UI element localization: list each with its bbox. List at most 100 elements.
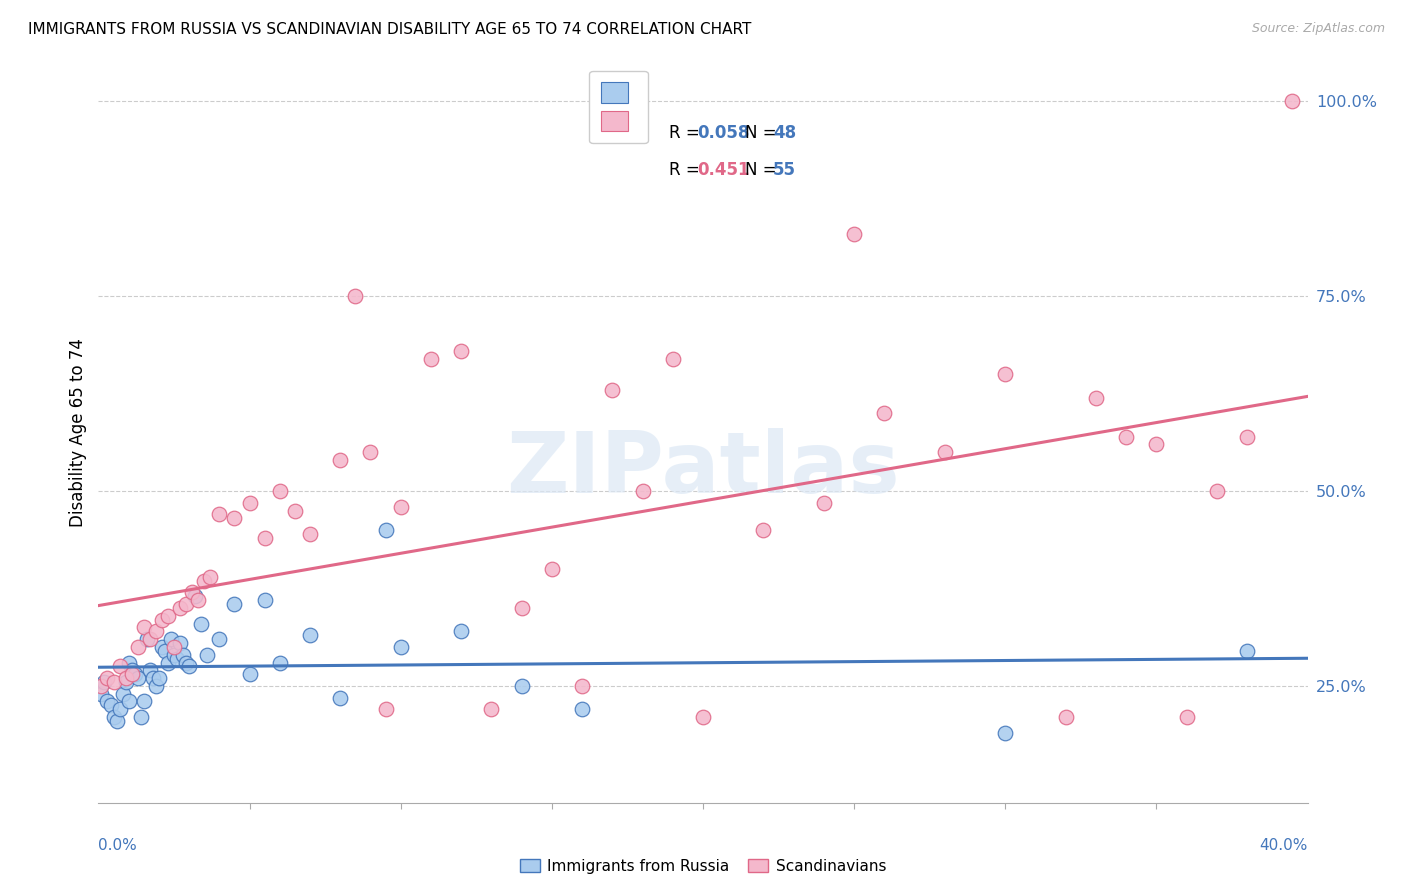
Point xyxy=(284,503,307,517)
Text: 40.0%: 40.0% xyxy=(1260,838,1308,853)
Point xyxy=(510,679,533,693)
Point xyxy=(166,651,188,665)
Point xyxy=(1281,95,1303,109)
Point xyxy=(844,227,866,241)
Point xyxy=(994,725,1017,739)
Point xyxy=(450,624,472,639)
Point xyxy=(1115,429,1137,443)
Point xyxy=(100,698,122,713)
Point xyxy=(174,597,197,611)
Point xyxy=(145,679,167,693)
Point xyxy=(103,675,125,690)
Point xyxy=(111,687,134,701)
Point xyxy=(108,659,131,673)
Point xyxy=(329,453,352,467)
Point xyxy=(153,644,176,658)
Point xyxy=(139,663,162,677)
Point xyxy=(344,289,367,303)
Point xyxy=(135,632,157,647)
Point xyxy=(132,620,155,634)
Point xyxy=(253,531,276,545)
Point xyxy=(139,632,162,647)
Point xyxy=(994,367,1017,381)
Point xyxy=(150,640,173,654)
Point xyxy=(127,640,149,654)
Point xyxy=(200,570,222,584)
Point xyxy=(269,656,291,670)
Point xyxy=(269,484,291,499)
Point xyxy=(96,671,118,685)
Point xyxy=(118,694,141,708)
Point xyxy=(124,667,146,681)
Point xyxy=(114,675,136,690)
Point xyxy=(208,508,231,522)
Point xyxy=(103,710,125,724)
Point xyxy=(208,632,231,647)
Legend: Immigrants from Russia, Scandinavians: Immigrants from Russia, Scandinavians xyxy=(513,853,893,880)
Text: 0.058: 0.058 xyxy=(697,125,749,143)
Text: N =: N = xyxy=(745,125,776,143)
Point xyxy=(253,593,276,607)
Point xyxy=(631,484,654,499)
Point xyxy=(1206,484,1229,499)
Point xyxy=(145,624,167,639)
Text: N =: N = xyxy=(745,161,776,178)
Point xyxy=(1236,644,1258,658)
Point xyxy=(142,671,165,685)
Point xyxy=(90,679,112,693)
Point xyxy=(108,702,131,716)
Y-axis label: Disability Age 65 to 74: Disability Age 65 to 74 xyxy=(69,338,87,527)
Point xyxy=(174,656,197,670)
Legend: , : , xyxy=(589,70,648,143)
Point xyxy=(1085,391,1108,405)
Text: 55: 55 xyxy=(773,161,796,178)
Text: 0.451: 0.451 xyxy=(697,161,749,178)
Text: R =: R = xyxy=(669,125,700,143)
Point xyxy=(374,702,396,716)
Point xyxy=(156,656,179,670)
Point xyxy=(163,640,186,654)
Point xyxy=(193,574,215,588)
Point xyxy=(90,687,112,701)
Point xyxy=(187,593,209,607)
Point xyxy=(163,648,186,662)
Point xyxy=(661,351,683,366)
Point xyxy=(181,585,204,599)
Point xyxy=(160,632,183,647)
Text: R =: R = xyxy=(669,161,700,178)
Point xyxy=(329,690,352,705)
Point xyxy=(127,671,149,685)
Point xyxy=(299,628,322,642)
Point xyxy=(692,710,714,724)
Point xyxy=(934,445,956,459)
Point xyxy=(450,343,472,358)
Point xyxy=(93,675,115,690)
Point xyxy=(813,496,835,510)
Point xyxy=(114,671,136,685)
Point xyxy=(571,702,593,716)
Point xyxy=(169,601,191,615)
Point xyxy=(540,562,562,576)
Point xyxy=(184,589,207,603)
Point xyxy=(121,663,143,677)
Point xyxy=(121,667,143,681)
Point xyxy=(96,694,118,708)
Point xyxy=(374,523,396,537)
Point xyxy=(1146,437,1168,451)
Text: 0.0%: 0.0% xyxy=(98,838,138,853)
Text: Source: ZipAtlas.com: Source: ZipAtlas.com xyxy=(1251,22,1385,36)
Point xyxy=(105,714,128,728)
Point xyxy=(195,648,218,662)
Point xyxy=(602,383,624,397)
Point xyxy=(571,679,593,693)
Point xyxy=(752,523,775,537)
Point xyxy=(510,601,533,615)
Point xyxy=(224,511,246,525)
Point xyxy=(1054,710,1077,724)
Point xyxy=(224,597,246,611)
Point xyxy=(129,710,152,724)
Point xyxy=(389,640,412,654)
Point xyxy=(148,671,170,685)
Point xyxy=(360,445,382,459)
Text: IMMIGRANTS FROM RUSSIA VS SCANDINAVIAN DISABILITY AGE 65 TO 74 CORRELATION CHART: IMMIGRANTS FROM RUSSIA VS SCANDINAVIAN D… xyxy=(28,22,751,37)
